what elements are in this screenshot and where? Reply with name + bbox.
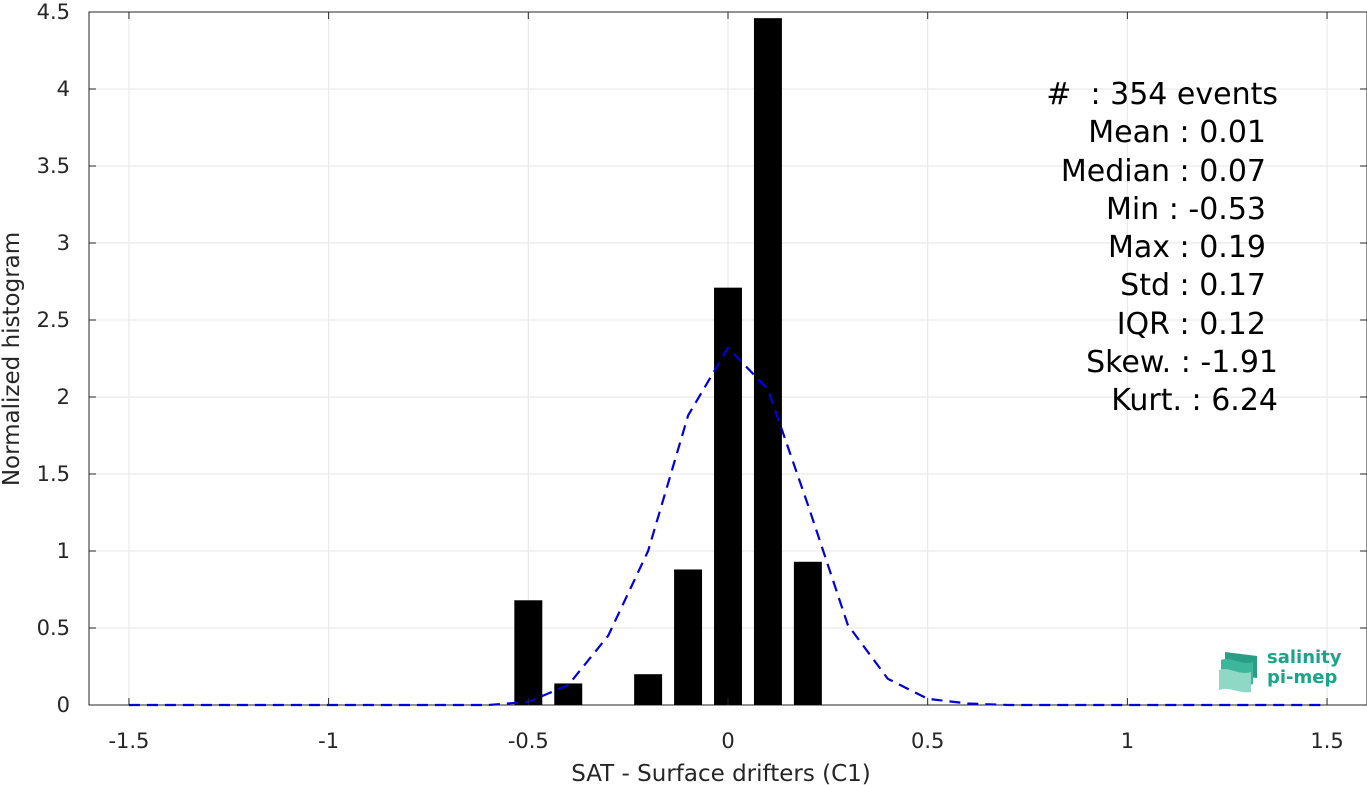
stat-max: Max : 0.19 (1108, 230, 1266, 266)
histogram-bar (753, 18, 782, 706)
stat-std: Std : 0.17 (1120, 268, 1266, 304)
x-tick-label: 0.5 (911, 729, 944, 753)
y-tick-label: 4.5 (37, 0, 70, 24)
histogram-bars (514, 18, 822, 706)
histogram-bar (714, 287, 742, 705)
y-tick-label: 0 (57, 693, 70, 717)
stat-median: Median : 0.07 (1060, 153, 1266, 189)
histogram-bar (514, 600, 543, 705)
stat-count: # : 354 events (1046, 77, 1278, 112)
histogram-bar (793, 561, 822, 705)
x-axis-label: SAT - Surface drifters (C1) (571, 761, 871, 785)
x-tick-label: 0 (721, 729, 734, 753)
y-tick-label: 3 (57, 231, 70, 255)
x-tick-label: 1 (1121, 729, 1134, 753)
stat-kurt: Kurt. : 6.24 (1111, 383, 1278, 419)
statistics-box: # : 354 events Mean : 0.01 Median : 0.07… (1046, 76, 1278, 421)
y-tick-label: 1 (57, 539, 70, 563)
y-tick-label: 4 (57, 77, 70, 101)
histogram-bar (554, 683, 583, 705)
logo-line-2: pi-mep (1267, 667, 1338, 688)
stat-skew: Skew. : -1.91 (1086, 345, 1278, 381)
x-tick-label: 1.5 (1310, 729, 1343, 753)
y-axis-label: Normalized histogram (0, 232, 25, 486)
x-tick-label: -0.5 (508, 729, 549, 753)
logo-line-1: salinity (1267, 647, 1342, 668)
y-tick-label: 1.5 (37, 462, 70, 486)
histogram-bar (634, 674, 663, 705)
stat-mean: Mean : 0.01 (1088, 115, 1266, 151)
waves-logo-icon (1219, 652, 1257, 693)
y-tick-label: 0.5 (37, 616, 70, 640)
y-tick-label: 2 (57, 385, 70, 409)
stat-min: Min : -0.53 (1105, 191, 1266, 227)
x-tick-label: -1 (318, 729, 339, 753)
x-tick-label: -1.5 (108, 729, 149, 753)
x-axis-ticks: -1.5 -1 -0.5 0 0.5 1 1.5 (108, 12, 1344, 753)
y-axis-ticks: 0 0.5 1 1.5 2 2.5 3 3.5 4 4.5 (37, 0, 1367, 717)
y-tick-label: 3.5 (37, 154, 70, 178)
salinity-pi-mep-logo: salinity pi-mep (1217, 648, 1347, 696)
y-tick-label: 2.5 (37, 308, 70, 332)
histogram-bar (674, 569, 703, 705)
stat-iqr: IQR : 0.12 (1116, 306, 1266, 342)
